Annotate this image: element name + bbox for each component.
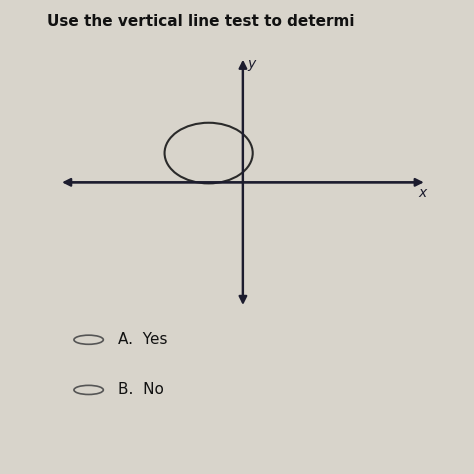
Text: Use the vertical line test to determi: Use the vertical line test to determi xyxy=(47,14,355,29)
Text: x: x xyxy=(419,186,427,200)
Text: A.  Yes: A. Yes xyxy=(118,332,167,347)
Text: y: y xyxy=(247,57,255,71)
Text: B.  No: B. No xyxy=(118,383,164,397)
